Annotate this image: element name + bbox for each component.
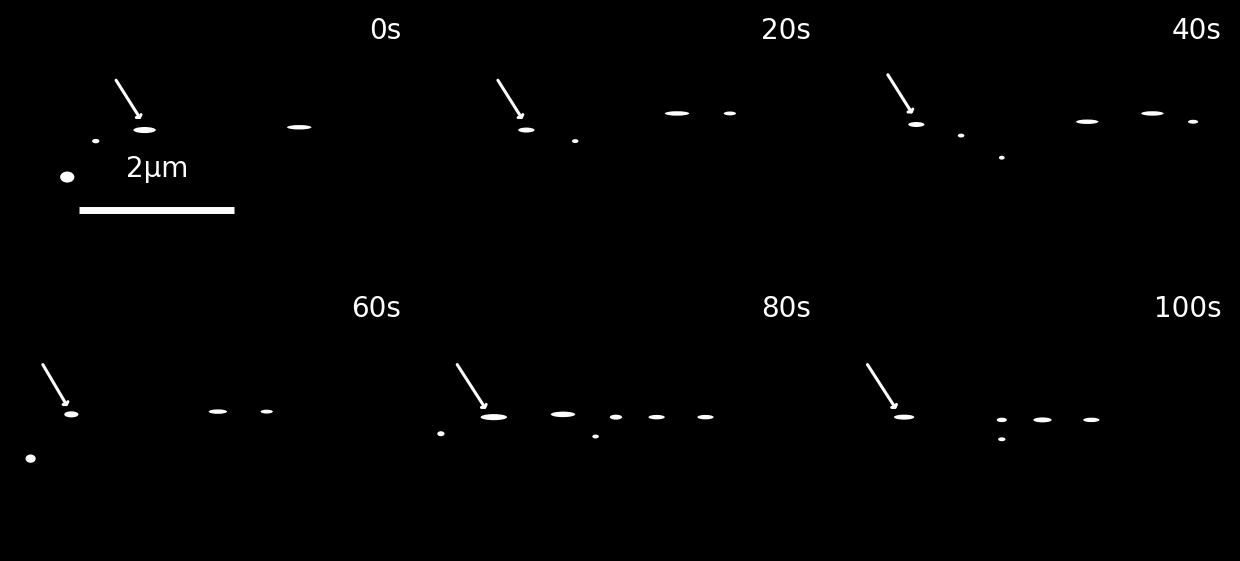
Text: 0s: 0s [368, 17, 401, 45]
Ellipse shape [665, 111, 689, 116]
Text: 2μm: 2μm [125, 155, 188, 182]
Ellipse shape [697, 415, 713, 420]
Ellipse shape [999, 156, 1004, 160]
Ellipse shape [64, 411, 78, 417]
Ellipse shape [1076, 119, 1099, 124]
Ellipse shape [1141, 111, 1163, 116]
Ellipse shape [260, 410, 273, 413]
Ellipse shape [593, 435, 599, 439]
Text: 40s: 40s [1172, 17, 1221, 45]
Ellipse shape [286, 125, 311, 130]
Ellipse shape [481, 414, 507, 420]
Text: 100s: 100s [1154, 296, 1221, 324]
Ellipse shape [60, 172, 74, 182]
Ellipse shape [724, 112, 737, 116]
Ellipse shape [894, 415, 914, 420]
Ellipse shape [208, 410, 227, 414]
Ellipse shape [998, 438, 1006, 441]
Ellipse shape [997, 418, 1007, 422]
Text: 60s: 60s [351, 296, 401, 324]
Ellipse shape [26, 454, 36, 463]
Ellipse shape [649, 415, 665, 420]
Ellipse shape [438, 431, 445, 436]
Text: 80s: 80s [761, 296, 811, 324]
Ellipse shape [908, 122, 925, 127]
Ellipse shape [572, 139, 579, 143]
Ellipse shape [518, 127, 534, 132]
Ellipse shape [1188, 120, 1198, 123]
Ellipse shape [1084, 418, 1100, 422]
Ellipse shape [957, 134, 965, 137]
Text: 20s: 20s [761, 17, 811, 45]
Ellipse shape [551, 412, 575, 417]
Ellipse shape [92, 139, 99, 143]
Ellipse shape [134, 127, 156, 133]
Ellipse shape [1033, 417, 1052, 422]
Ellipse shape [610, 415, 622, 420]
